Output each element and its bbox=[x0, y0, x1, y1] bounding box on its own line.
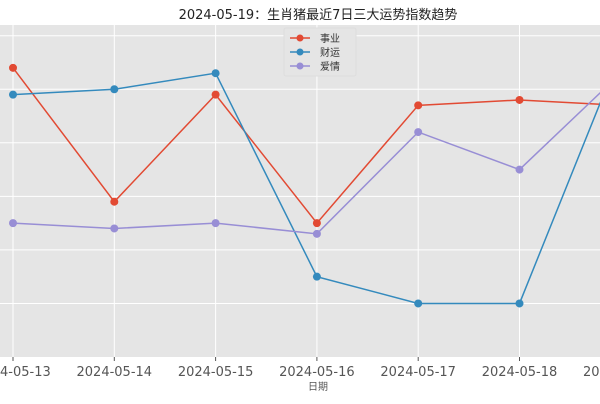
x-tick-label: 2024-05-18 bbox=[482, 365, 558, 380]
data-point bbox=[312, 229, 321, 238]
plot-background bbox=[0, 25, 600, 357]
x-axis-label: 日期 bbox=[308, 381, 328, 393]
data-point bbox=[515, 95, 524, 104]
legend-label: 事业 bbox=[320, 32, 340, 45]
x-tick-label: 2024-05-15 bbox=[178, 365, 254, 380]
legend-marker bbox=[296, 34, 304, 42]
x-tick-label: 2024-05-16 bbox=[279, 365, 355, 380]
data-point bbox=[414, 128, 423, 137]
data-point bbox=[211, 69, 220, 78]
data-point bbox=[9, 63, 17, 72]
data-point bbox=[9, 90, 17, 99]
x-tick-label: 2024-05-13 bbox=[0, 365, 51, 380]
x-tick-label: 2024-05-19 bbox=[583, 365, 600, 380]
data-point bbox=[211, 219, 220, 228]
data-point bbox=[110, 224, 119, 233]
data-point bbox=[414, 299, 423, 308]
data-point bbox=[211, 90, 220, 99]
chart-title: 2024-05-19：生肖猪最近7日三大运势指数趋势 bbox=[179, 7, 458, 23]
data-point bbox=[312, 219, 321, 228]
legend-label: 爱情 bbox=[320, 60, 340, 73]
data-point bbox=[414, 101, 423, 110]
legend-marker bbox=[296, 62, 304, 70]
data-point bbox=[515, 299, 524, 308]
data-point bbox=[515, 165, 524, 174]
legend-marker bbox=[296, 48, 304, 56]
data-point bbox=[312, 272, 321, 281]
x-tick-label: 2024-05-14 bbox=[77, 365, 153, 380]
data-point bbox=[110, 197, 119, 206]
data-point bbox=[110, 85, 119, 94]
data-point bbox=[9, 219, 17, 228]
x-tick-label: 2024-05-17 bbox=[380, 365, 456, 380]
legend-label: 财运 bbox=[320, 46, 340, 59]
